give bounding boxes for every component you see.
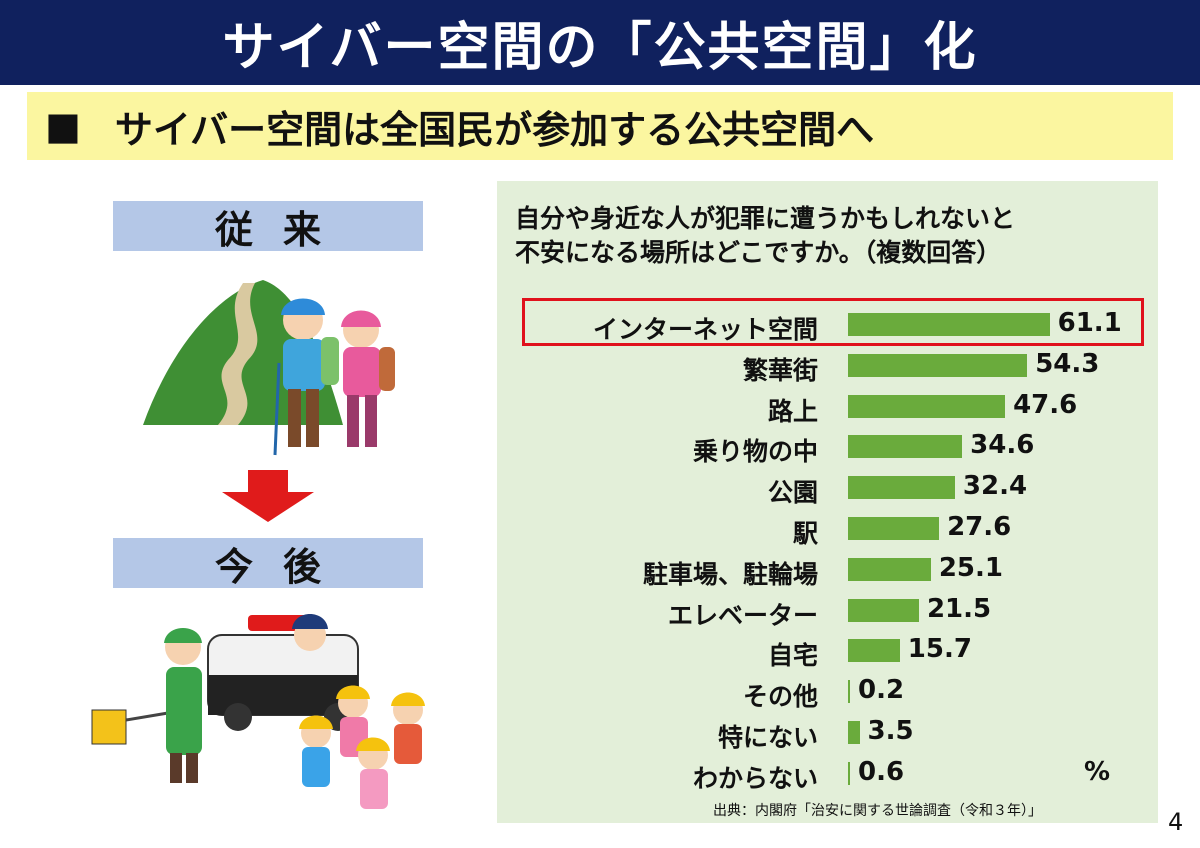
category-label: 駐車場、駐輪場 — [642, 559, 818, 589]
value-label: 61.1 — [1057, 308, 1122, 338]
bar — [848, 680, 850, 704]
unit-label: % — [1084, 757, 1111, 787]
hikers-illustration — [143, 280, 395, 456]
value-label: 0.2 — [858, 675, 905, 706]
category-label: その他 — [742, 682, 818, 712]
category-label: わからない — [692, 763, 818, 793]
bar — [848, 721, 860, 744]
bullet-square-icon: ■ — [45, 104, 81, 148]
category-label: 特にない — [717, 723, 818, 752]
value-label: 54.3 — [1035, 348, 1100, 379]
category-label: 乗り物の中 — [692, 437, 818, 467]
after-label: 今後 — [113, 538, 423, 589]
value-label: 47.6 — [1013, 389, 1078, 420]
slide-title: サイバー空間の「公共空間」化 — [0, 0, 1200, 85]
highlight-box — [522, 298, 1144, 346]
bar — [848, 761, 850, 785]
chart-title: 自分や身近な人が犯罪に遭うかもしれないと 不安になる場所はどこですか。（複数回答… — [515, 202, 1155, 270]
bar — [848, 353, 1028, 377]
value-label: 15.7 — [907, 634, 972, 665]
value-label: 25.1 — [938, 552, 1003, 583]
before-label: 従来 — [113, 201, 423, 252]
down-arrow-icon — [222, 470, 314, 522]
community-safety-illustration — [91, 614, 425, 809]
category-label: 駅 — [792, 519, 818, 548]
survey-panel — [497, 181, 1158, 823]
chart-title-line-2: 不安になる場所はどこですか。（複数回答） — [515, 238, 1002, 267]
value-label: 27.6 — [947, 512, 1012, 542]
subtitle-text: サイバー空間は全国民が参加する公共空間へ — [114, 107, 875, 152]
category-label: 自宅 — [767, 641, 818, 671]
source-note: 出典：内閣府「治安に関する世論調査（令和３年）」 — [713, 803, 1042, 819]
bar — [848, 435, 963, 459]
value-label: 21.5 — [926, 593, 992, 624]
value-label: 34.6 — [970, 430, 1035, 461]
bar — [848, 639, 900, 663]
value-label: 3.5 — [867, 716, 914, 746]
bar — [848, 557, 931, 581]
category-label: 繁華街 — [742, 355, 818, 385]
bar — [848, 517, 940, 540]
bar — [848, 394, 1006, 418]
chart-title-line-1: 自分や身近な人が犯罪に遭うかもしれないと — [515, 204, 1016, 233]
category-label: インターネット空間 — [592, 315, 818, 344]
bar — [848, 313, 1050, 336]
page-number: 4 — [1168, 808, 1184, 836]
category-label: 公園 — [767, 478, 818, 508]
category-label: 路上 — [767, 396, 818, 426]
value-label: 32.4 — [962, 471, 1028, 502]
subtitle-banner: ■ サイバー空間は全国民が参加する公共空間へ — [27, 92, 1173, 160]
value-label: 0.6 — [858, 756, 905, 787]
bar — [848, 476, 955, 500]
category-label: エレベーター — [667, 600, 818, 630]
bar — [848, 598, 919, 622]
